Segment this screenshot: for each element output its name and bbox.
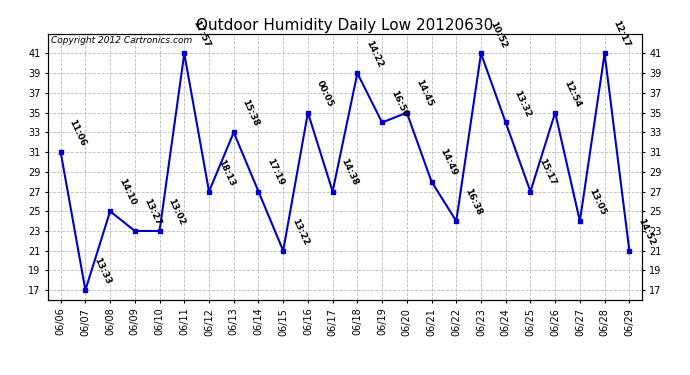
Text: 14:52: 14:52 [636, 217, 657, 246]
Text: 13:33: 13:33 [92, 256, 112, 286]
Text: 13:32: 13:32 [513, 88, 533, 118]
Text: 12:17: 12:17 [611, 20, 632, 49]
Text: 16:38: 16:38 [463, 187, 484, 217]
Text: 13:22: 13:22 [290, 217, 310, 246]
Text: 14:45: 14:45 [414, 78, 434, 108]
Text: 15:17: 15:17 [538, 158, 558, 188]
Text: 17:19: 17:19 [266, 158, 286, 188]
Text: 18:13: 18:13 [216, 158, 236, 188]
Title: Outdoor Humidity Daily Low 20120630: Outdoor Humidity Daily Low 20120630 [197, 18, 493, 33]
Text: 13:27: 13:27 [141, 197, 162, 227]
Text: 12:54: 12:54 [562, 79, 582, 108]
Text: 17:57: 17:57 [191, 20, 212, 49]
Text: 16:50: 16:50 [389, 89, 409, 118]
Text: 14:10: 14:10 [117, 177, 137, 207]
Text: 00:05: 00:05 [315, 79, 335, 108]
Text: Copyright 2012 Cartronics.com: Copyright 2012 Cartronics.com [51, 36, 193, 45]
Text: 14:49: 14:49 [438, 147, 459, 177]
Text: 14:38: 14:38 [339, 158, 360, 188]
Text: 13:02: 13:02 [166, 197, 187, 227]
Text: 11:06: 11:06 [68, 118, 88, 148]
Text: 13:05: 13:05 [586, 187, 607, 217]
Text: 15:38: 15:38 [241, 99, 261, 128]
Text: 14:22: 14:22 [364, 39, 384, 69]
Text: 10:52: 10:52 [488, 20, 508, 49]
